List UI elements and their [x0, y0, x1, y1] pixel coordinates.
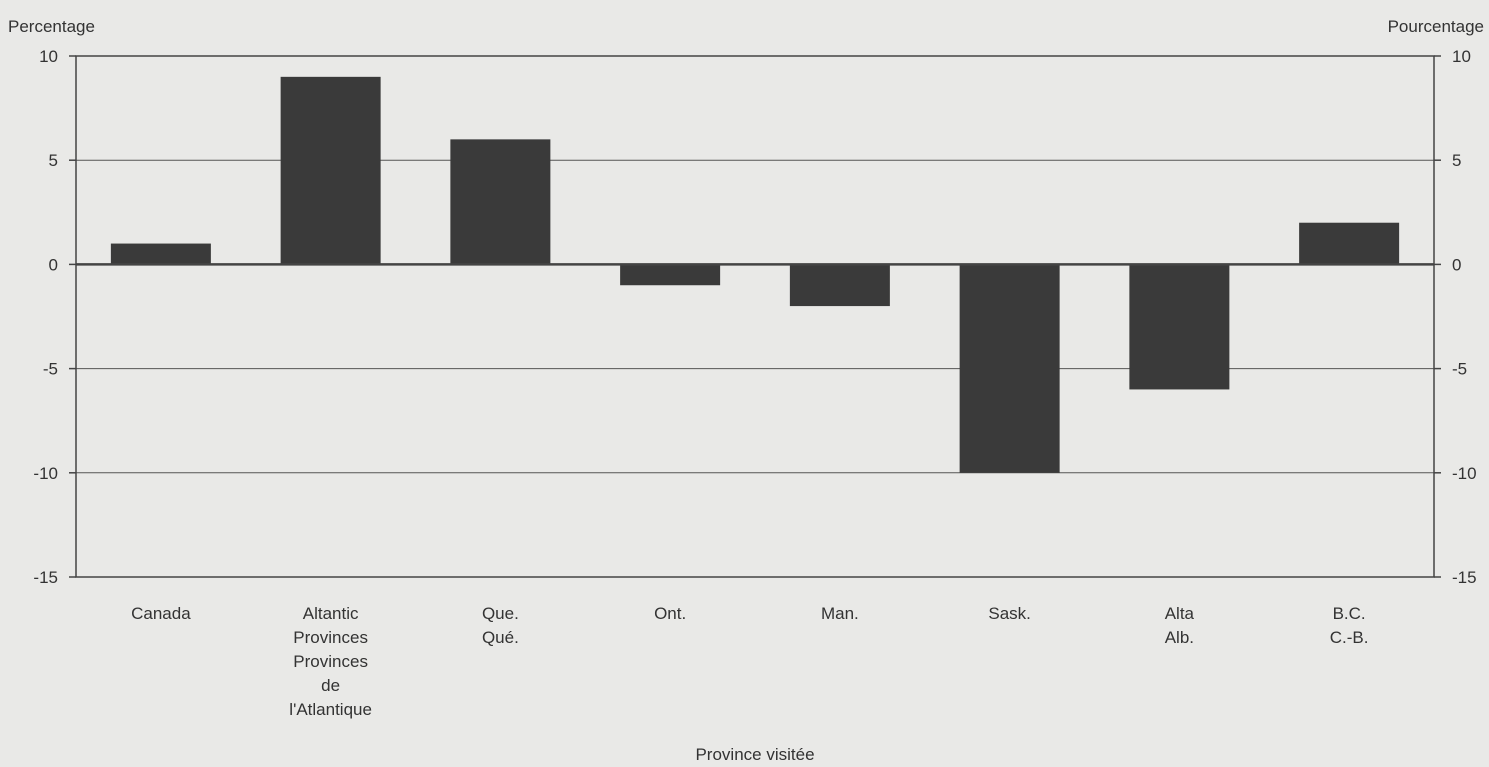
- x-tick-label: Canada: [131, 604, 191, 623]
- y-tick-label-left: 10: [39, 47, 58, 66]
- x-tick-label-line: Man.: [821, 604, 859, 623]
- y-tick-label-right: 10: [1452, 47, 1471, 66]
- x-tick-label: Ont.: [654, 604, 686, 623]
- y-axis-label-right: Pourcentage: [1388, 17, 1484, 36]
- x-tick-label-line: Alb.: [1165, 628, 1194, 647]
- bar: [280, 76, 381, 265]
- axes: [69, 55, 1441, 578]
- y-tick-label-left: -15: [33, 568, 58, 587]
- x-tick-label-line: Altantic: [303, 604, 359, 623]
- y-tick-label-left: 5: [49, 151, 58, 170]
- bar: [959, 264, 1060, 473]
- y-tick-label-left: -5: [43, 360, 58, 379]
- x-tick-label-line: B.C.: [1333, 604, 1366, 623]
- bar: [110, 243, 211, 265]
- x-tick-label: Alta Alb.: [1165, 604, 1195, 647]
- x-tick-label-line: Canada: [131, 604, 191, 623]
- x-tick-label: Altantic Provinces Provinces de l'Atlantique: [289, 604, 372, 719]
- y-tick-label-right: 5: [1452, 151, 1461, 170]
- bar: [1129, 264, 1230, 390]
- y-tick-label-left: 0: [49, 255, 58, 274]
- x-tick-label-line: Que.: [482, 604, 519, 623]
- y-axis-label-left: Percentage: [8, 17, 95, 36]
- y-tick-labels-left: 10 5 0 -5 -10 -15: [33, 47, 58, 587]
- bars: [110, 76, 1400, 473]
- x-axis-label: Province visitée: [695, 745, 814, 764]
- x-tick-label-line: de: [321, 676, 340, 695]
- x-tick-label-line: Sask.: [988, 604, 1031, 623]
- bar: [620, 264, 721, 286]
- bar: [789, 264, 890, 307]
- x-tick-label-line: Provinces: [293, 628, 368, 647]
- bar: [450, 139, 551, 265]
- x-tick-label: Man.: [821, 604, 859, 623]
- x-tick-label-line: Provinces: [293, 652, 368, 671]
- x-tick-label-line: Ont.: [654, 604, 686, 623]
- x-tick-label-line: l'Atlantique: [289, 700, 372, 719]
- y-tick-label-right: 0: [1452, 255, 1461, 274]
- y-tick-labels-right: 10 5 0 -5 -10 -15: [1452, 47, 1477, 587]
- gridlines: [76, 159, 1434, 474]
- y-tick-label-right: -10: [1452, 464, 1477, 483]
- plot-frame: [75, 55, 1435, 578]
- bar: [1299, 222, 1400, 265]
- x-tick-label-line: Qué.: [482, 628, 519, 647]
- y-tick-label-right: -5: [1452, 360, 1467, 379]
- x-tick-label: B.C. C.-B.: [1330, 604, 1369, 647]
- x-tick-labels: Canada Altantic Provinces Provinces de l'Atla…: [131, 604, 1368, 719]
- x-tick-label-line: C.-B.: [1330, 628, 1369, 647]
- y-tick-label-right: -15: [1452, 568, 1477, 587]
- y-tick-label-left: -10: [33, 464, 58, 483]
- x-tick-label-line: Alta: [1165, 604, 1195, 623]
- x-tick-label: Sask.: [988, 604, 1031, 623]
- x-tick-label: Que. Qué.: [482, 604, 519, 647]
